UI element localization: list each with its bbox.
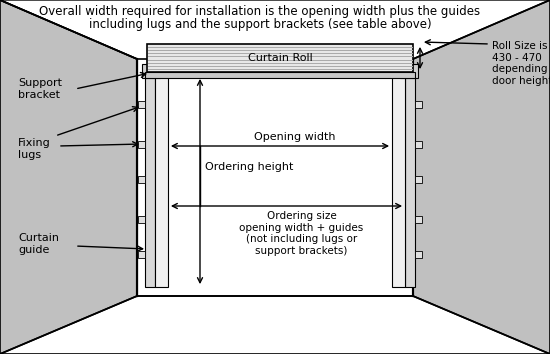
Text: Support
bracket: Support bracket — [18, 78, 62, 100]
Bar — [415, 176, 422, 183]
Text: Fixing
lugs: Fixing lugs — [18, 138, 51, 160]
Bar — [138, 251, 145, 257]
Bar — [147, 44, 413, 72]
Bar — [415, 251, 422, 257]
Polygon shape — [0, 0, 137, 296]
Bar — [138, 101, 145, 108]
Bar — [145, 72, 415, 78]
Bar — [400, 64, 418, 78]
Polygon shape — [413, 0, 550, 296]
Text: Ordering size
opening width + guides
(not including lugs or
support brackets): Ordering size opening width + guides (no… — [239, 211, 364, 256]
Bar — [405, 76, 415, 287]
Text: Ordering height: Ordering height — [205, 161, 293, 171]
Bar — [168, 74, 392, 289]
Text: Roll Size is
430 - 470
depending on
door height: Roll Size is 430 - 470 depending on door… — [492, 41, 550, 86]
Bar — [138, 176, 145, 183]
Bar — [138, 141, 145, 148]
Bar — [392, 76, 405, 287]
Text: Overall width required for installation is the opening width plus the guides: Overall width required for installation … — [40, 5, 481, 18]
Text: Curtain Roll: Curtain Roll — [248, 53, 312, 63]
Bar — [145, 76, 155, 287]
Bar — [138, 216, 145, 223]
Bar — [415, 141, 422, 148]
Bar — [155, 76, 168, 287]
Bar — [415, 101, 422, 108]
Text: including lugs and the support brackets (see table above): including lugs and the support brackets … — [89, 18, 431, 31]
Polygon shape — [0, 0, 137, 354]
Text: Opening width: Opening width — [254, 132, 336, 142]
Text: Curtain
guide: Curtain guide — [18, 233, 59, 255]
Bar — [142, 64, 160, 78]
Bar — [415, 216, 422, 223]
Polygon shape — [413, 0, 550, 354]
